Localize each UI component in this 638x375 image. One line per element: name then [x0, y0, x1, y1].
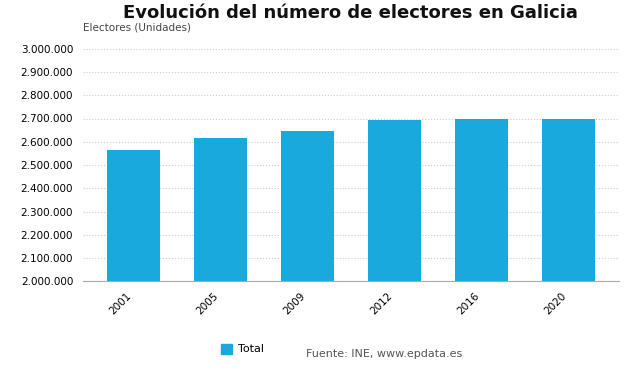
Bar [456, 118, 507, 375]
Bar [542, 119, 595, 375]
Bar [368, 120, 420, 375]
Legend: Total: Total [221, 344, 263, 354]
Bar [107, 150, 160, 375]
Title: Evolución del número de electores en Galicia: Evolución del número de electores en Gal… [124, 4, 578, 22]
Bar [281, 130, 334, 375]
Text: Fuente: INE, www.epdata.es: Fuente: INE, www.epdata.es [306, 350, 463, 359]
Text: Electores (Unidades): Electores (Unidades) [83, 22, 191, 33]
Bar [195, 138, 246, 375]
